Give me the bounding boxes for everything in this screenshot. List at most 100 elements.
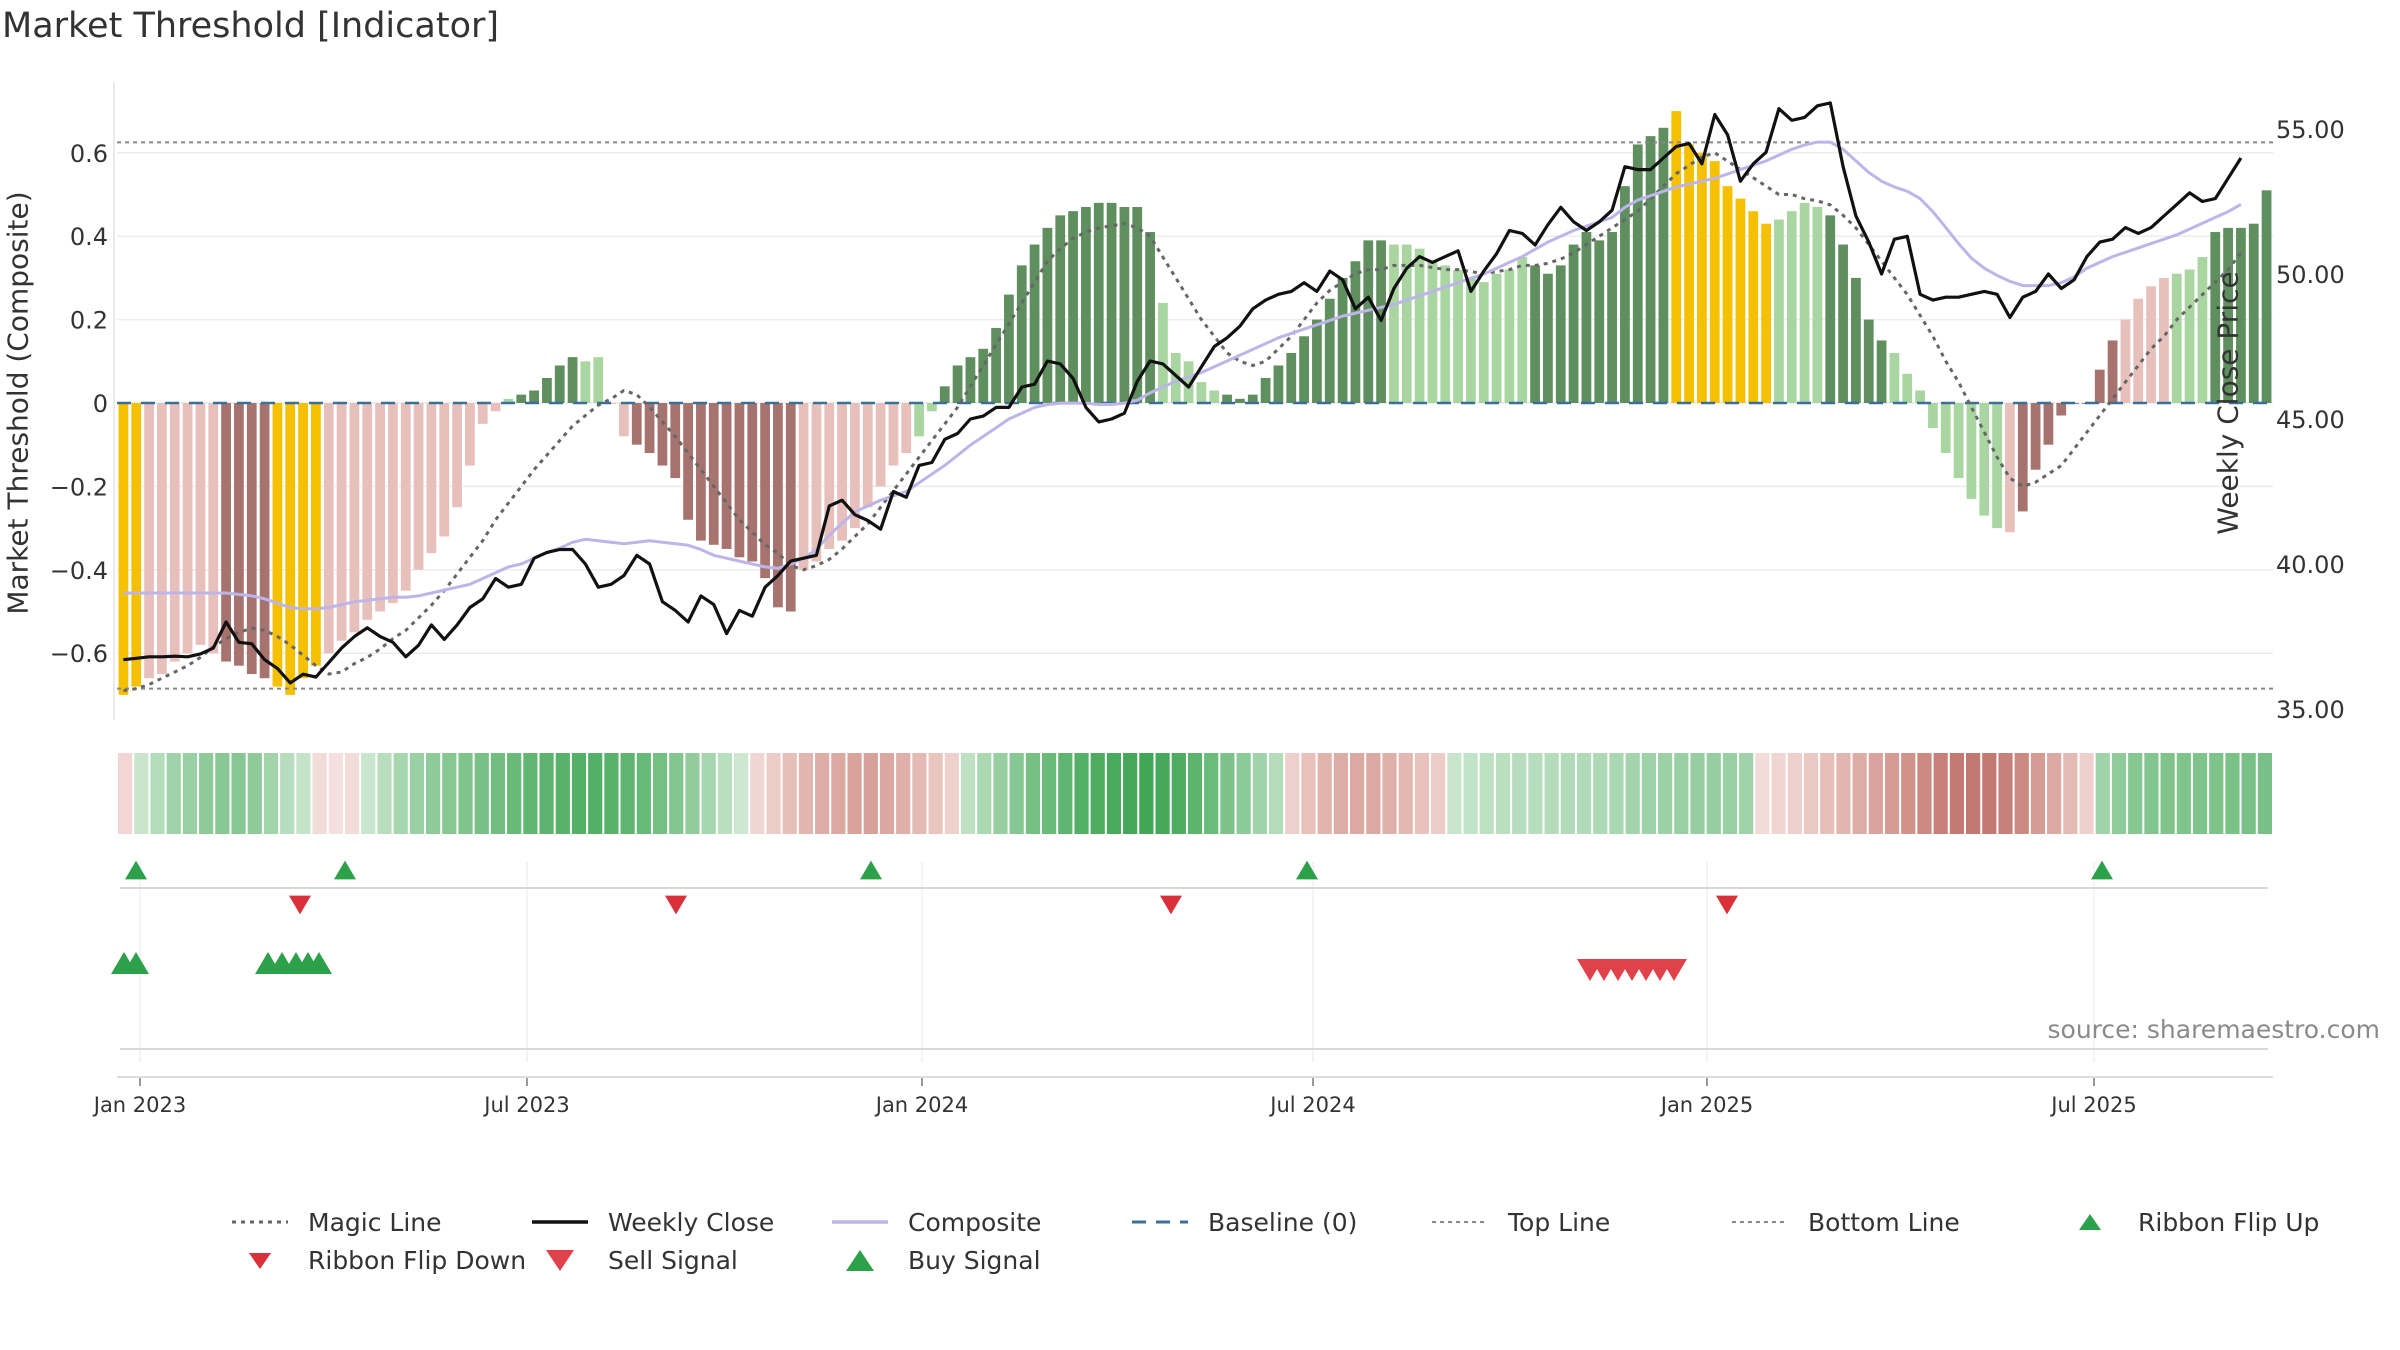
ribbon-cell (2144, 753, 2159, 834)
ribbon-cell (1966, 753, 1981, 834)
ribbon-cell (1463, 753, 1478, 834)
composite-bar (490, 403, 501, 412)
composite-bar (580, 361, 591, 403)
ribbon-cell (1268, 753, 1284, 834)
composite-bar (144, 403, 154, 679)
composite-bar (1235, 398, 1245, 403)
ribbon-cell (766, 753, 781, 834)
legend-swatch (249, 1253, 271, 1269)
legend-label: Magic Line (308, 1207, 442, 1237)
ribbon-cell (1155, 753, 1170, 834)
composite-bar (1761, 223, 1771, 403)
composite-bar (1312, 319, 1322, 403)
legend-swatch (532, 1220, 588, 1224)
ribbon-cell (2241, 753, 2256, 834)
sell-signal-marker (1661, 958, 1687, 982)
ribbon-cell (1836, 753, 1851, 834)
composite-bar (234, 403, 244, 666)
composite-bar (683, 403, 693, 520)
composite-bar (1748, 211, 1759, 403)
ribbon-cell (231, 753, 246, 834)
composite-bar (760, 403, 770, 579)
composite-bar (1119, 207, 1130, 403)
ribbon-cell (717, 753, 732, 834)
composite-bar (1299, 336, 1309, 403)
x-tick-label: Jan 2024 (874, 1093, 969, 1117)
composite-bar (2146, 286, 2156, 403)
composite-bar (850, 403, 860, 529)
ribbon-cell (879, 753, 895, 834)
ribbon-cell (2257, 753, 2272, 834)
ribbon-cell (2176, 753, 2191, 834)
ribbon-cell (1933, 753, 1948, 834)
right-tick-label: 40.00 (2276, 551, 2345, 579)
right-axis-label: Weekly Close Price (2211, 271, 2245, 535)
ribbon-cell (490, 753, 506, 834)
composite-bar (1620, 186, 1630, 403)
legend-swatch (1732, 1221, 1788, 1223)
ribbon-cell (1074, 753, 1089, 834)
right-tick-label: 55.00 (2276, 116, 2345, 144)
composite-bar (362, 403, 373, 620)
composite-bar (824, 403, 835, 549)
left-tick-label: −0.2 (50, 473, 108, 501)
ribbon-cell (442, 753, 457, 834)
composite-bar (452, 403, 462, 508)
ribbon-cell (912, 753, 927, 834)
composite-bar (2133, 298, 2144, 403)
ribbon-cell (393, 753, 408, 834)
ribbon-cell (182, 753, 198, 834)
x-tick-label: Jan 2025 (1659, 1093, 1754, 1117)
composite-bar (1774, 219, 1784, 403)
composite-bar (1709, 161, 1720, 403)
ribbon-cell (1593, 753, 1608, 834)
ribbon-cell (1658, 753, 1673, 834)
ribbon-cell (1220, 753, 1235, 834)
composite-bar (2210, 232, 2221, 403)
composite-bar (1389, 244, 1399, 403)
ribbon-cell (588, 753, 603, 834)
ribbon-cell (280, 753, 295, 834)
composite-bar (1260, 377, 1271, 403)
ribbon-cell (361, 753, 376, 834)
ribbon-cell (2063, 753, 2078, 834)
ribbon-cell (1544, 753, 1559, 834)
composite-bar (1530, 265, 1540, 403)
ribbon-cell (1609, 753, 1624, 834)
ribbon-cell (539, 753, 554, 834)
ribbon-cell (1641, 753, 1656, 834)
signal-markers (111, 860, 2113, 982)
composite-bar (1247, 394, 1258, 403)
composite-bar (1440, 265, 1451, 403)
ribbon-cell (1495, 753, 1511, 834)
weekly-close-line (123, 101, 2243, 685)
composite-bar (1209, 390, 1220, 403)
ribbon-cell (782, 753, 797, 834)
ribbon-cell (944, 753, 959, 834)
composite-bar (208, 403, 219, 654)
ribbon-flip-up-marker (2091, 860, 2113, 880)
composite-bar (1645, 136, 1656, 403)
ribbon-cell (507, 753, 522, 834)
composite-bar (1786, 211, 1797, 403)
composite-bar (2197, 257, 2208, 403)
composite-bar (1042, 227, 1053, 403)
composite-bar (1196, 382, 1207, 403)
ribbon-flip-up-marker (1296, 860, 1318, 880)
legend-item: Weekly Close (530, 1205, 774, 1239)
ribbon-cell (199, 753, 214, 834)
composite-bar (631, 403, 642, 445)
composite-bar (2171, 273, 2182, 403)
ribbon-flip-down-marker (665, 895, 687, 915)
composite-bar (619, 403, 629, 437)
composite-bar (567, 357, 578, 403)
ribbon-cell (1187, 753, 1203, 834)
composite-bar (1158, 302, 1168, 403)
composite-bar (388, 403, 398, 604)
composite-bar (952, 365, 963, 403)
ribbon-cell (1706, 753, 1721, 834)
ribbon-cell (1042, 753, 1057, 834)
ribbon-strip (118, 753, 2272, 834)
ribbon-cell (1674, 753, 1689, 834)
composite-bar (1401, 244, 1412, 403)
